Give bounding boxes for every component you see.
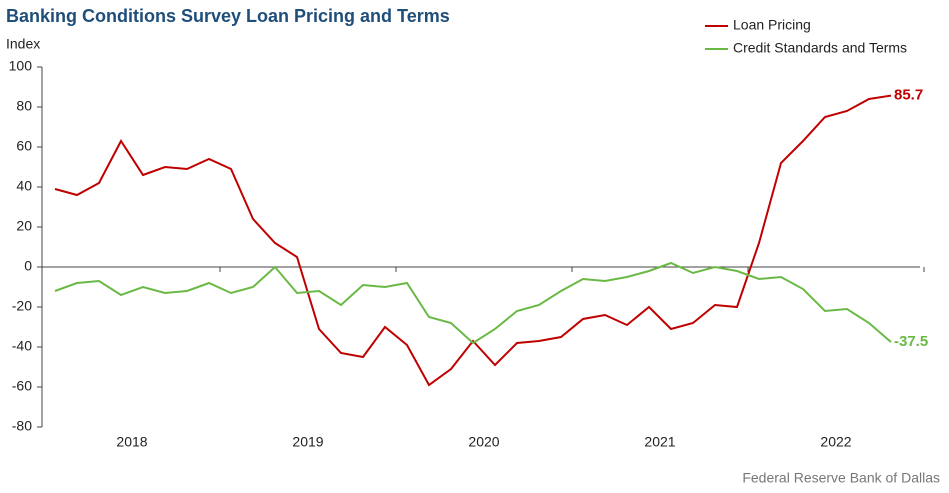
y-tick-label: -40 (12, 338, 32, 354)
source: Federal Reserve Bank of Dallas (742, 470, 940, 486)
y-tick-label: 0 (24, 258, 32, 274)
chart-title: Banking Conditions Survey Loan Pricing a… (6, 6, 450, 26)
y-tick-label: 20 (16, 218, 32, 234)
y-tick-label: -60 (12, 378, 32, 394)
y-axis-label: Index (6, 36, 40, 52)
data-label: -37.5 (894, 333, 928, 350)
x-tick-label: 2019 (292, 434, 323, 450)
x-tick-label: 2022 (820, 434, 851, 450)
y-tick-label: 60 (16, 138, 32, 154)
y-tick-label: -80 (12, 418, 32, 434)
series-line (54, 261, 892, 345)
x-tick-label: 2020 (468, 434, 499, 450)
y-tick-label: 40 (16, 178, 32, 194)
y-tick-label: 80 (16, 98, 32, 114)
y-tick-label: 100 (9, 58, 33, 74)
x-tick-label: 2021 (644, 434, 675, 450)
series-line (54, 94, 892, 387)
legend-label: Loan Pricing (733, 17, 811, 33)
x-tick-label: 2018 (116, 434, 147, 450)
data-label: 85.7 (894, 87, 923, 104)
y-tick-label: -20 (12, 298, 32, 314)
legend-label: Credit Standards and Terms (733, 40, 907, 56)
